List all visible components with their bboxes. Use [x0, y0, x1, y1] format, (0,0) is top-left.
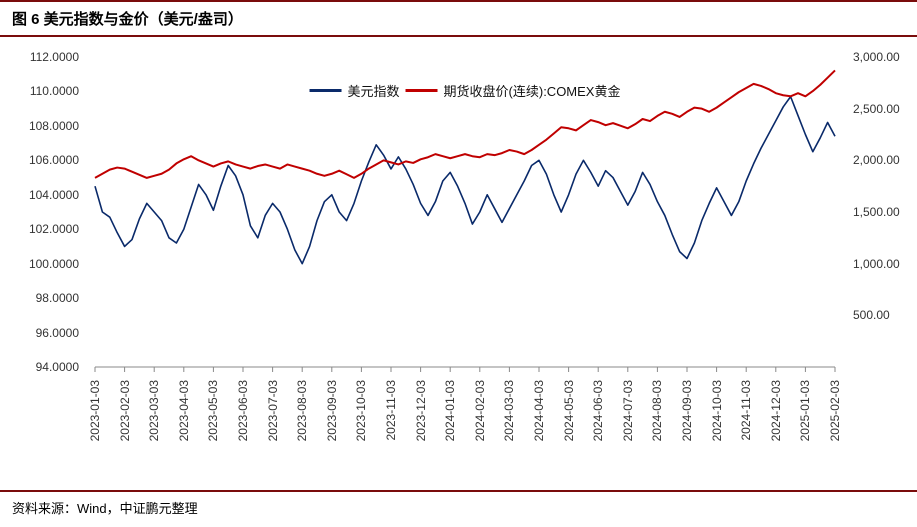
- x-tick: 2024-11-03: [739, 380, 753, 441]
- x-tick: 2023-05-03: [206, 380, 220, 441]
- x-tick: 2023-07-03: [266, 380, 280, 441]
- y-left-tick: 96.0000: [0, 326, 85, 340]
- legend-label-usd-index: 美元指数: [348, 81, 400, 100]
- y-left-tick: 102.0000: [0, 222, 85, 236]
- series-usd-index: [95, 97, 835, 264]
- x-tick: 2024-10-03: [710, 380, 724, 441]
- x-tick: 2024-09-03: [680, 380, 694, 441]
- y-left-tick: 108.0000: [0, 119, 85, 133]
- legend-swatch-gold: [406, 89, 438, 92]
- x-tick: 2024-04-03: [532, 380, 546, 441]
- x-tick: 2024-12-03: [769, 380, 783, 441]
- x-axis: 2023-01-032023-02-032023-03-032023-04-03…: [95, 372, 835, 492]
- chart-container: 94.0000 96.0000 98.0000 100.0000 102.0000 104…: [0, 37, 917, 497]
- y-right-tick: 2,000.00: [847, 153, 917, 167]
- y-left-tick: 106.0000: [0, 153, 85, 167]
- x-tick: 2023-09-03: [325, 380, 339, 441]
- x-tick: 2023-12-03: [414, 380, 428, 441]
- y-left-tick: 110.0000: [0, 84, 85, 98]
- x-tick: 2024-01-03: [443, 380, 457, 441]
- y-right-tick: 1,500.00: [847, 205, 917, 219]
- source-text: 资料来源：Wind，中证鹏元整理: [0, 490, 917, 523]
- legend-label-gold: 期货收盘价(连续):COMEX黄金: [444, 81, 621, 100]
- y-axis-left: 94.000096.000098.0000100.0000102.0000104…: [0, 57, 90, 367]
- x-tick: 2025-02-03: [828, 380, 842, 441]
- y-left-tick: 100.0000: [0, 257, 85, 271]
- x-tick: 2023-11-03: [384, 380, 398, 441]
- x-tick: 2023-01-03: [88, 380, 102, 441]
- x-tick: 2023-08-03: [295, 380, 309, 441]
- plot-area: 美元指数 期货收盘价(连续):COMEX黄金: [95, 57, 835, 367]
- y-right-tick: 500.00: [847, 308, 917, 322]
- x-tick: 2023-02-03: [118, 380, 132, 441]
- y-right-tick: 2,500.00: [847, 102, 917, 116]
- x-tick: 2023-06-03: [236, 380, 250, 441]
- x-tick: 2023-04-03: [177, 380, 191, 441]
- y-right-tick: 3,000.00: [847, 50, 917, 64]
- legend-swatch-usd-index: [310, 89, 342, 92]
- x-tick: 2024-02-03: [473, 380, 487, 441]
- x-tick: 2023-03-03: [147, 380, 161, 441]
- x-tick: 2024-03-03: [502, 380, 516, 441]
- y-axis-right: 500.001,000.001,500.002,000.002,500.003,…: [842, 57, 917, 367]
- y-left-tick: 98.0000: [0, 291, 85, 305]
- y-left-tick: 94.0000: [0, 360, 85, 374]
- x-tick: 2024-08-03: [650, 380, 664, 441]
- x-tick: 2025-01-03: [798, 380, 812, 441]
- x-tick: 2024-07-03: [621, 380, 635, 441]
- y-left-tick: 104.0000: [0, 188, 85, 202]
- y-left-tick: 112.0000: [0, 50, 85, 64]
- x-tick: 2024-06-03: [591, 380, 605, 441]
- legend: 美元指数 期货收盘价(连续):COMEX黄金: [310, 81, 621, 100]
- chart-title: 图 6 美元指数与金价（美元/盎司）: [0, 0, 917, 37]
- x-tick: 2024-05-03: [562, 380, 576, 441]
- line-chart-svg: [95, 57, 835, 367]
- y-right-tick: 1,000.00: [847, 257, 917, 271]
- x-tick: 2023-10-03: [354, 380, 368, 441]
